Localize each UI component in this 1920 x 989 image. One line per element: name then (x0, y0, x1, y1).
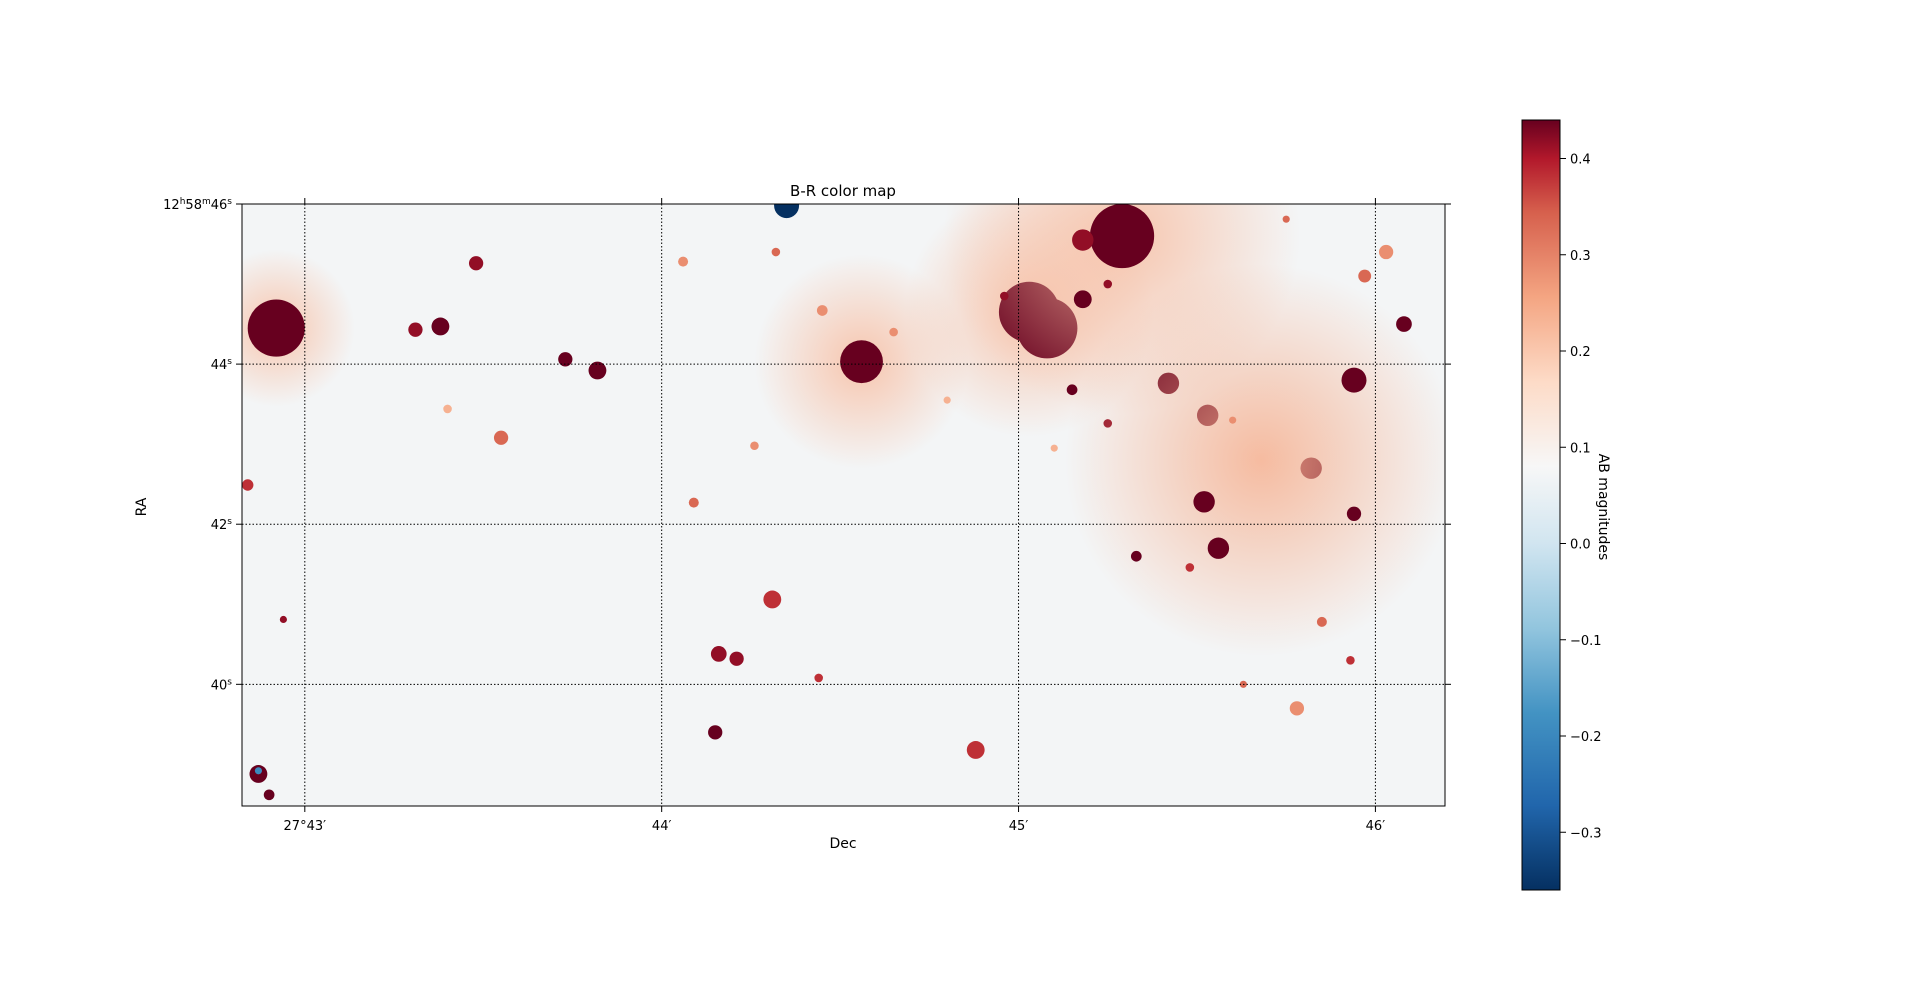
source-blob (816, 305, 828, 316)
colorbar-tick-label: −0.2 (1570, 730, 1602, 745)
source-blob (1378, 244, 1394, 260)
source-blob (588, 361, 607, 380)
source-blob (750, 441, 759, 451)
source-blob (1358, 269, 1372, 283)
source-blob (1193, 491, 1215, 513)
source-blob (443, 404, 452, 414)
source-blob (493, 430, 509, 445)
colorbar-tick-label: 0.3 (1570, 249, 1591, 264)
source-blob (242, 479, 254, 491)
source-blob (1346, 506, 1362, 521)
source-blob (678, 256, 689, 267)
x-ticks: 27°43′ 44′ 45′ 46′ (284, 198, 1386, 834)
source-blob (1207, 537, 1230, 559)
source-blob (431, 317, 450, 336)
source-blob (279, 615, 287, 624)
source-blob (1341, 367, 1367, 393)
source-blob (468, 256, 484, 271)
source-blob (1072, 229, 1094, 251)
source-blob (1229, 416, 1237, 424)
source-blob (1316, 616, 1327, 627)
source-blob (889, 327, 898, 337)
chart-title: B-R color map (790, 182, 896, 200)
source-blob (710, 646, 727, 662)
colorbar-tick-label: 0.1 (1570, 441, 1591, 456)
colorbar-tick-label: 0.0 (1570, 538, 1591, 553)
source-blob (247, 299, 305, 357)
source-blob (1289, 701, 1305, 716)
x-tick-label: 44′ (652, 819, 672, 834)
colorbar-tick-label: −0.3 (1570, 826, 1602, 841)
colorbar-tick-label: 0.4 (1570, 153, 1591, 168)
source-blob (814, 673, 823, 683)
y-tick-label: 44s (211, 357, 233, 373)
x-tick-label: 27°43′ (284, 819, 327, 834)
source-blob (1050, 444, 1058, 452)
image-frame (241, 203, 1446, 807)
source-blob (763, 590, 782, 609)
source-blob (943, 396, 951, 404)
x-tick-label: 46′ (1366, 819, 1386, 834)
x-tick-label: 45′ (1009, 819, 1029, 834)
source-blob (1089, 204, 1155, 269)
y-ticks: 12h58m46s 44s 42s 40s (163, 197, 1451, 693)
source-blob (1346, 656, 1355, 665)
source-blob (1130, 550, 1142, 562)
source-blob (1073, 290, 1092, 309)
source-blob (1396, 316, 1412, 332)
x-axis-label: Dec (829, 836, 856, 852)
source-blob (688, 497, 699, 508)
source-blob (263, 789, 275, 801)
source-blob (708, 725, 723, 740)
sources-layer (242, 204, 1445, 801)
source-blob (966, 741, 985, 759)
source-blob (254, 767, 262, 775)
y-tick-label: 40s (211, 677, 233, 693)
source-blob (999, 291, 1009, 301)
source-blob (1185, 563, 1195, 572)
y-tick-label: 12h58m46s (163, 197, 232, 213)
colorbar-label: AB magnitudes (1595, 454, 1611, 561)
colorbar (1521, 119, 1561, 891)
source-halo (1064, 263, 1445, 657)
source-blob (558, 352, 573, 367)
colorbar-ticks: 0.4 0.3 0.2 0.1 0.0 −0.1 −0.2 −0.3 (1560, 153, 1602, 841)
source-blob (729, 651, 744, 666)
source-blob (840, 340, 883, 384)
y-tick-label: 42s (211, 517, 233, 533)
grid-layer (242, 204, 1445, 806)
source-blob (1282, 215, 1290, 223)
colorbar-tick-label: 0.2 (1570, 345, 1591, 360)
colorbar-tick-label: −0.1 (1570, 634, 1602, 649)
y-axis-label: RA (134, 497, 150, 516)
source-blob (771, 247, 781, 257)
source-blob (408, 322, 423, 337)
source-blob (1103, 279, 1113, 289)
source-blob (1066, 384, 1078, 396)
color-map-image (242, 204, 1445, 806)
source-blob (774, 204, 800, 219)
